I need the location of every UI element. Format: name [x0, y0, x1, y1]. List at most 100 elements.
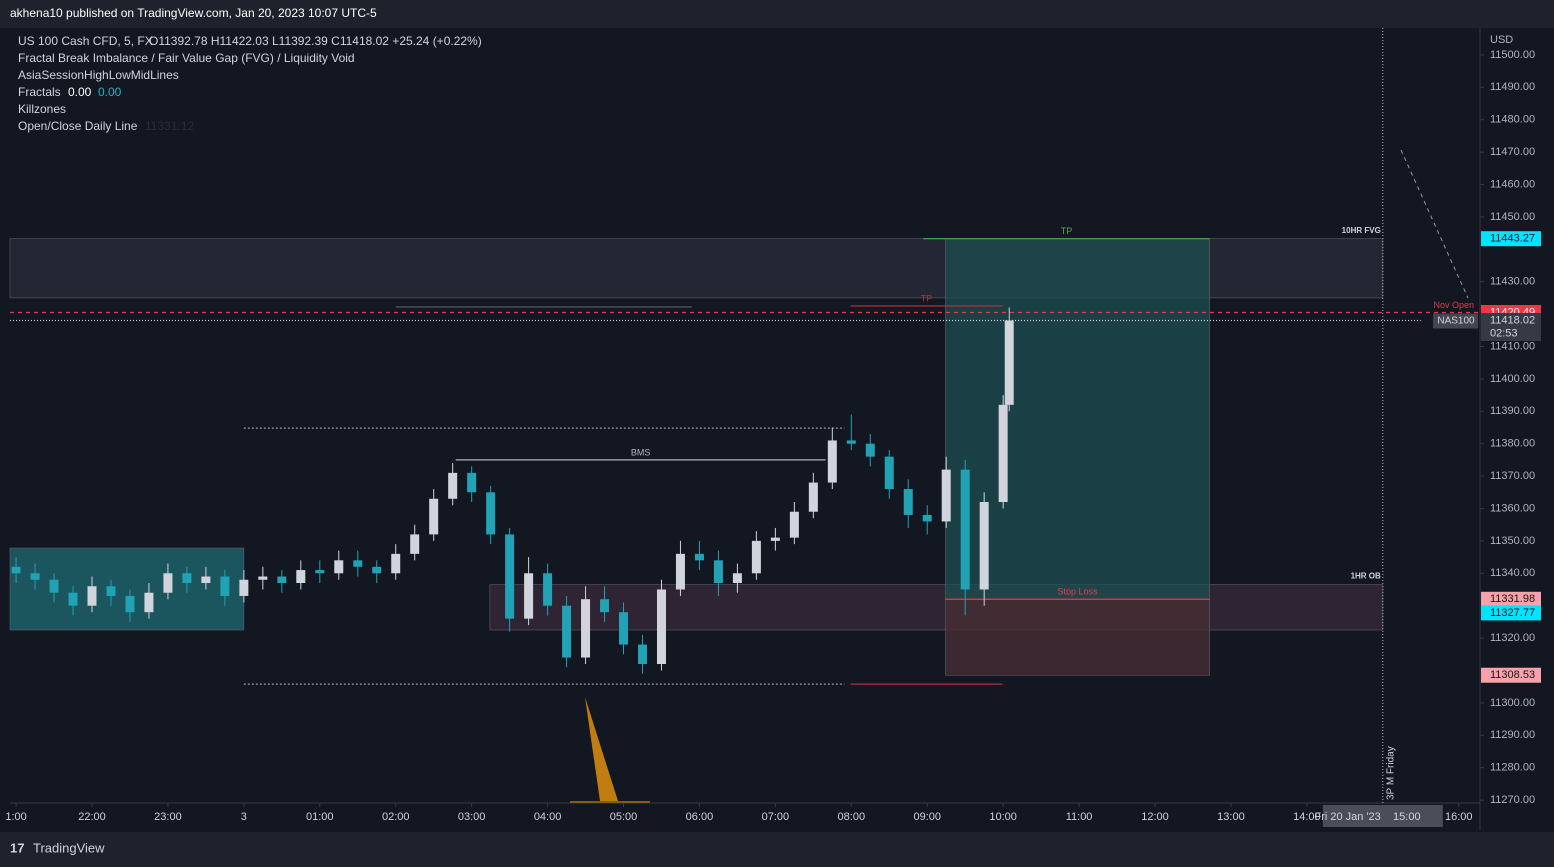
publisher: akhena10 published on TradingView.com, J… — [10, 6, 377, 20]
indicator: Open/Close Daily Line — [18, 119, 138, 133]
footer-bar — [0, 832, 1554, 867]
y-tick-label: 11460.00 — [1490, 178, 1535, 190]
legend: US 100 Cash CFD, 5, FX O11392.78 H11422.… — [18, 34, 482, 133]
candle-body — [770, 537, 780, 541]
candle-body — [998, 404, 1008, 503]
price-tag-label: 11331.98 — [1490, 593, 1535, 605]
candle-body — [543, 573, 553, 606]
price-tag — [1481, 591, 1541, 607]
x-tick-label: 06:00 — [686, 811, 714, 823]
candle-body — [144, 592, 154, 613]
session-label: 3P M Friday — [1385, 746, 1396, 800]
candle-body — [619, 612, 629, 645]
price-tag-label: 11418.02 — [1490, 314, 1535, 326]
indicator: Fractals — [18, 85, 61, 99]
cursor-time: 15:00 — [1393, 811, 1421, 823]
footer-logo: 17 TradingView — [10, 840, 105, 855]
x-tick-label: 22:00 — [78, 811, 106, 823]
candle-body — [637, 644, 647, 665]
candle-body — [656, 589, 666, 665]
x-tick-label: 01:00 — [306, 811, 334, 823]
candle-body — [808, 482, 818, 512]
logo-mark: 17 — [10, 840, 24, 855]
candle-body — [941, 469, 951, 522]
candle-body — [372, 566, 382, 574]
candle-body — [125, 595, 135, 613]
zone — [9, 547, 245, 631]
candle-body — [353, 560, 363, 567]
countdown: 02:53 — [1490, 327, 1518, 339]
y-tick-label: 11300.00 — [1490, 697, 1535, 709]
candle-body — [713, 560, 723, 584]
y-tick-label: 11470.00 — [1490, 146, 1535, 158]
ohlc: O11392.78 H11422.03 L11392.39 C11418.02 … — [149, 34, 482, 48]
indicator-value: 0.00 — [98, 85, 122, 99]
y-tick-label: 11500.00 — [1490, 49, 1535, 61]
x-tick-label: 3 — [241, 811, 247, 823]
symbol-tag-label: NAS100 — [1437, 316, 1475, 327]
x-tick-label: 11:00 — [1066, 811, 1093, 823]
y-tick-label: 11480.00 — [1490, 114, 1535, 126]
candle-body — [448, 472, 458, 499]
x-tick-label: 08:00 — [838, 811, 866, 823]
candle-body — [600, 599, 610, 613]
x-tick-label: 07:00 — [762, 811, 790, 823]
zone — [489, 584, 1384, 631]
candle-body — [732, 573, 742, 584]
candle-body — [1004, 320, 1014, 405]
x-tick-label: 03:00 — [458, 811, 486, 823]
candle-body — [315, 570, 325, 574]
candle-body — [49, 579, 59, 593]
y-tick-label: 11360.00 — [1490, 502, 1535, 514]
x-tick-label: 16:00 — [1445, 811, 1473, 823]
y-tick-label: 11430.00 — [1490, 276, 1535, 288]
trend-line — [1400, 149, 1469, 299]
level-label: BMS — [631, 447, 651, 457]
candle-body — [903, 489, 913, 515]
candle-body — [581, 599, 591, 658]
indicator-value: 0.00 — [68, 85, 92, 99]
price-tag — [1481, 231, 1541, 247]
candle-body — [334, 560, 344, 574]
y-tick-label: 11380.00 — [1490, 438, 1535, 450]
candle-body — [467, 472, 477, 493]
y-tick-label: 11350.00 — [1490, 535, 1535, 547]
level-label: TP — [921, 293, 933, 303]
candle-body — [960, 469, 970, 590]
x-tick-label: 12:00 — [1141, 811, 1169, 823]
zone-label: 10HR FVG — [1342, 226, 1381, 235]
candle-body — [505, 534, 515, 619]
candle-body — [30, 573, 40, 580]
candle-body — [524, 573, 534, 619]
candle-body — [562, 605, 572, 658]
candle-body — [846, 440, 856, 444]
drawing-arrow — [585, 697, 618, 801]
cursor-date: Fri 20 Jan '23 — [1314, 811, 1380, 823]
y-tick-label: 11270.00 — [1490, 794, 1535, 806]
candle-body — [486, 492, 496, 535]
candle-body — [827, 440, 837, 483]
candle-body — [220, 576, 230, 596]
candle-body — [694, 553, 704, 561]
candle-body — [277, 576, 287, 584]
plot-area — [10, 28, 1480, 803]
candle-body — [239, 579, 249, 596]
candle-body — [296, 570, 306, 584]
x-tick-label: 09:00 — [913, 811, 941, 823]
symbol: US 100 Cash CFD, 5, FX — [18, 34, 153, 48]
candle-body — [884, 456, 894, 490]
zone — [945, 238, 1210, 600]
price-tag-label: 11308.53 — [1490, 669, 1535, 681]
level-label: Nov Open — [1433, 300, 1474, 310]
candle-body — [68, 592, 78, 606]
y-tick-label: 11370.00 — [1490, 470, 1535, 482]
x-tick-label: 04:00 — [534, 811, 562, 823]
y-tick-label: 11400.00 — [1490, 373, 1535, 385]
x-tick-label: 05:00 — [610, 811, 638, 823]
candle-body — [979, 502, 989, 590]
candle-body — [865, 443, 875, 457]
y-tick-label: 11340.00 — [1490, 567, 1535, 579]
currency: USD — [1490, 34, 1513, 46]
